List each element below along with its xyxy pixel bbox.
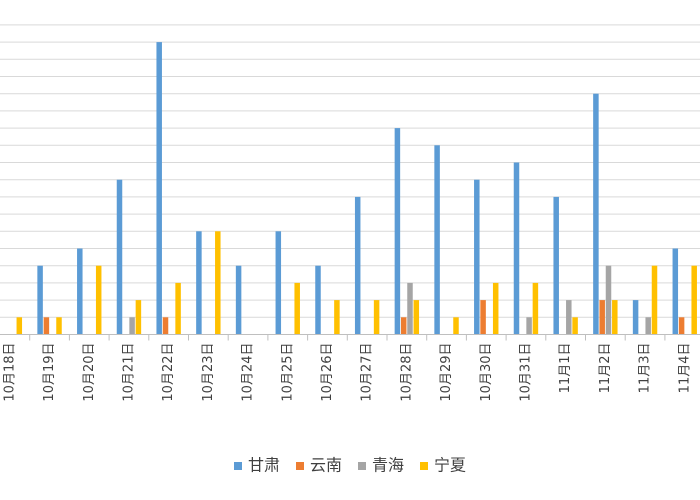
x-tick-label: 10月18日 [2, 343, 17, 402]
x-axis [0, 334, 700, 341]
x-tick-label: 10月20日 [82, 343, 97, 402]
legend-item-甘肃: 甘肃 [234, 456, 280, 475]
bar-宁夏-10月19日 [56, 317, 62, 335]
legend-label: 宁夏 [434, 456, 466, 475]
legend-swatch [234, 462, 242, 470]
bar-宁夏-10月30日 [492, 282, 499, 335]
bar-宁夏-11月4日 [691, 265, 697, 335]
gridlines [0, 24, 700, 318]
bar-宁夏-11月2日 [612, 300, 618, 335]
bar-宁夏-10月26日 [334, 300, 340, 335]
bar-甘肃-10月22日 [156, 42, 162, 335]
bar-甘肃-10月28日 [394, 128, 401, 335]
bar-甘肃-10月30日 [474, 179, 480, 335]
bar-宁夏-10月29日 [453, 317, 459, 335]
bar-甘肃-10月31日 [513, 162, 520, 335]
bar-宁夏-10月20日 [95, 265, 102, 335]
x-tick-label: 10月19日 [42, 343, 57, 402]
bar-云南-11月2日 [599, 300, 605, 335]
bar-甘肃-11月1日 [553, 196, 559, 335]
x-tick-label: 10月28日 [399, 343, 414, 402]
bar-甘肃-10月23日 [196, 231, 202, 335]
x-tick-label: 11月1日 [558, 343, 573, 394]
bar-宁夏-10月27日 [373, 300, 380, 335]
bar-青海-11月1日 [566, 300, 572, 335]
legend-item-青海: 青海 [358, 456, 404, 475]
x-tick-label: 10月29日 [439, 343, 454, 402]
bar-甘肃-10月29日 [434, 145, 440, 335]
bar-甘肃-11月4日 [672, 248, 679, 335]
bar-宁夏-10月28日 [413, 300, 420, 335]
legend-label: 甘肃 [248, 456, 280, 475]
x-tick-label: 10月31日 [518, 343, 533, 402]
bar-甘肃-10月26日 [315, 265, 321, 335]
x-tick-label: 10月21日 [121, 343, 136, 402]
bar-宁夏-11月3日 [651, 265, 658, 335]
legend-item-云南: 云南 [296, 456, 342, 475]
x-tick-label: 11月3日 [638, 343, 653, 394]
legend-swatch [296, 462, 304, 470]
bar-甘肃-10月19日 [37, 265, 43, 335]
bar-宁夏-10月21日 [135, 300, 142, 335]
x-tick-label: 10月23日 [201, 343, 216, 402]
bar-甘肃-10月21日 [116, 179, 123, 335]
bar-青海-10月28日 [407, 282, 413, 335]
x-tick-label: 10月22日 [161, 343, 176, 402]
legend-label: 云南 [310, 456, 342, 475]
bar-云南-10月28日 [400, 317, 407, 335]
bar-青海-11月3日 [645, 317, 651, 335]
bar-云南-10月19日 [43, 317, 50, 335]
bar-宁夏-10月31日 [532, 282, 539, 335]
bar-甘肃-10月20日 [77, 248, 83, 335]
bar-宁夏-10月22日 [175, 282, 181, 335]
bar-云南-10月30日 [480, 300, 486, 335]
bar-宁夏-10月18日 [16, 317, 23, 335]
x-tick-label: 10月24日 [241, 343, 256, 402]
bar-云南-11月4日 [678, 317, 685, 335]
bars [16, 42, 697, 335]
bar-甘肃-10月27日 [354, 196, 361, 335]
bar-青海-10月31日 [526, 317, 532, 335]
x-tick-labels: 10月18日 10月19日 10月20日 10月21日 10月22日 10月23日 10月2… [2, 343, 692, 402]
x-tick-label: 11月2日 [598, 343, 613, 394]
x-tick-label: 10月30日 [479, 343, 494, 402]
bar-宁夏-10月25日 [294, 282, 300, 335]
bar-甘肃-10月24日 [235, 265, 242, 335]
x-tick-label: 11月4日 [677, 343, 692, 394]
legend-swatch [420, 462, 428, 470]
bar-云南-10月22日 [162, 317, 169, 335]
legend-swatch [358, 462, 366, 470]
bar-甘肃-11月3日 [632, 300, 639, 335]
bar-甘肃-10月25日 [275, 231, 282, 335]
x-tick-label: 10月25日 [280, 343, 295, 402]
bar-青海-10月21日 [129, 317, 135, 335]
bar-青海-11月2日 [605, 265, 612, 335]
x-tick-label: 10月26日 [320, 343, 335, 402]
x-tick-label: 10月27日 [360, 343, 375, 402]
legend-label: 青海 [372, 456, 404, 475]
legend: 甘肃 云南 青海 宁夏 [234, 456, 466, 475]
bar-宁夏-11月1日 [572, 317, 578, 335]
bar-宁夏-10月23日 [215, 231, 221, 335]
bar-甘肃-11月2日 [593, 93, 599, 335]
legend-item-宁夏: 宁夏 [420, 456, 466, 475]
